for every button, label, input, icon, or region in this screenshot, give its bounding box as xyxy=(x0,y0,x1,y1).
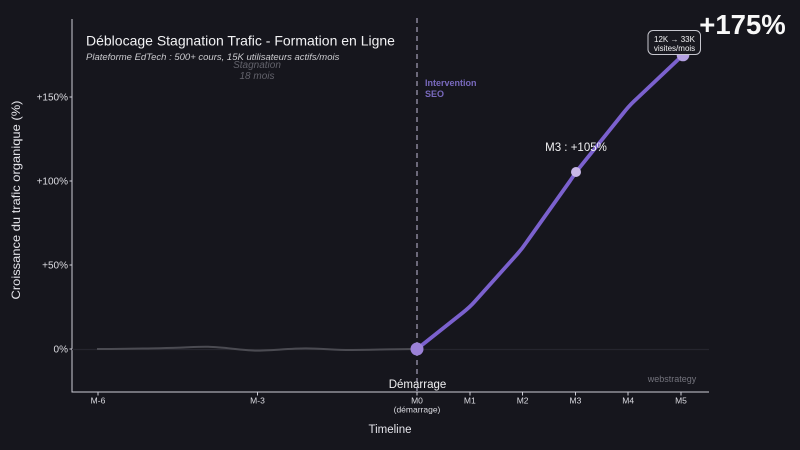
svg-text:M2: M2 xyxy=(517,396,529,406)
svg-text:12K → 33K: 12K → 33K xyxy=(654,35,696,44)
svg-text:Timeline: Timeline xyxy=(368,424,411,436)
svg-text:0%: 0% xyxy=(54,345,69,356)
svg-text:Plateforme EdTech : 500+ cours: Plateforme EdTech : 500+ cours, 15K util… xyxy=(86,52,340,63)
svg-text:webstrategy: webstrategy xyxy=(647,374,697,384)
svg-text:visites/mois: visites/mois xyxy=(654,44,695,53)
svg-text:Démarrage: Démarrage xyxy=(389,379,447,391)
svg-text:+50%: +50% xyxy=(42,261,68,272)
svg-text:M0: M0 xyxy=(411,396,423,406)
svg-text:Croissance du trafic organique: Croissance du trafic organique (%) xyxy=(9,101,23,300)
svg-text:M-3: M-3 xyxy=(250,396,265,406)
svg-text:18 mois: 18 mois xyxy=(239,71,274,82)
svg-text:M3: M3 xyxy=(569,396,581,406)
svg-text:+175%: +175% xyxy=(699,9,785,40)
svg-text:M-6: M-6 xyxy=(91,396,106,406)
svg-text:M4: M4 xyxy=(622,396,634,406)
svg-text:+150%: +150% xyxy=(37,93,69,104)
svg-text:SEO: SEO xyxy=(425,89,444,99)
svg-text:Déblocage Stagnation Trafic -: Déblocage Stagnation Trafic - Formation … xyxy=(86,33,395,49)
svg-text:Stagnation: Stagnation xyxy=(233,60,281,71)
svg-text:M5: M5 xyxy=(675,396,687,406)
svg-text:M1: M1 xyxy=(464,396,476,406)
svg-text:Intervention: Intervention xyxy=(425,78,477,88)
svg-text:M3 : +105%: M3 : +105% xyxy=(545,142,607,154)
svg-text:(démarrage): (démarrage) xyxy=(394,405,441,415)
svg-text:+100%: +100% xyxy=(37,177,69,188)
